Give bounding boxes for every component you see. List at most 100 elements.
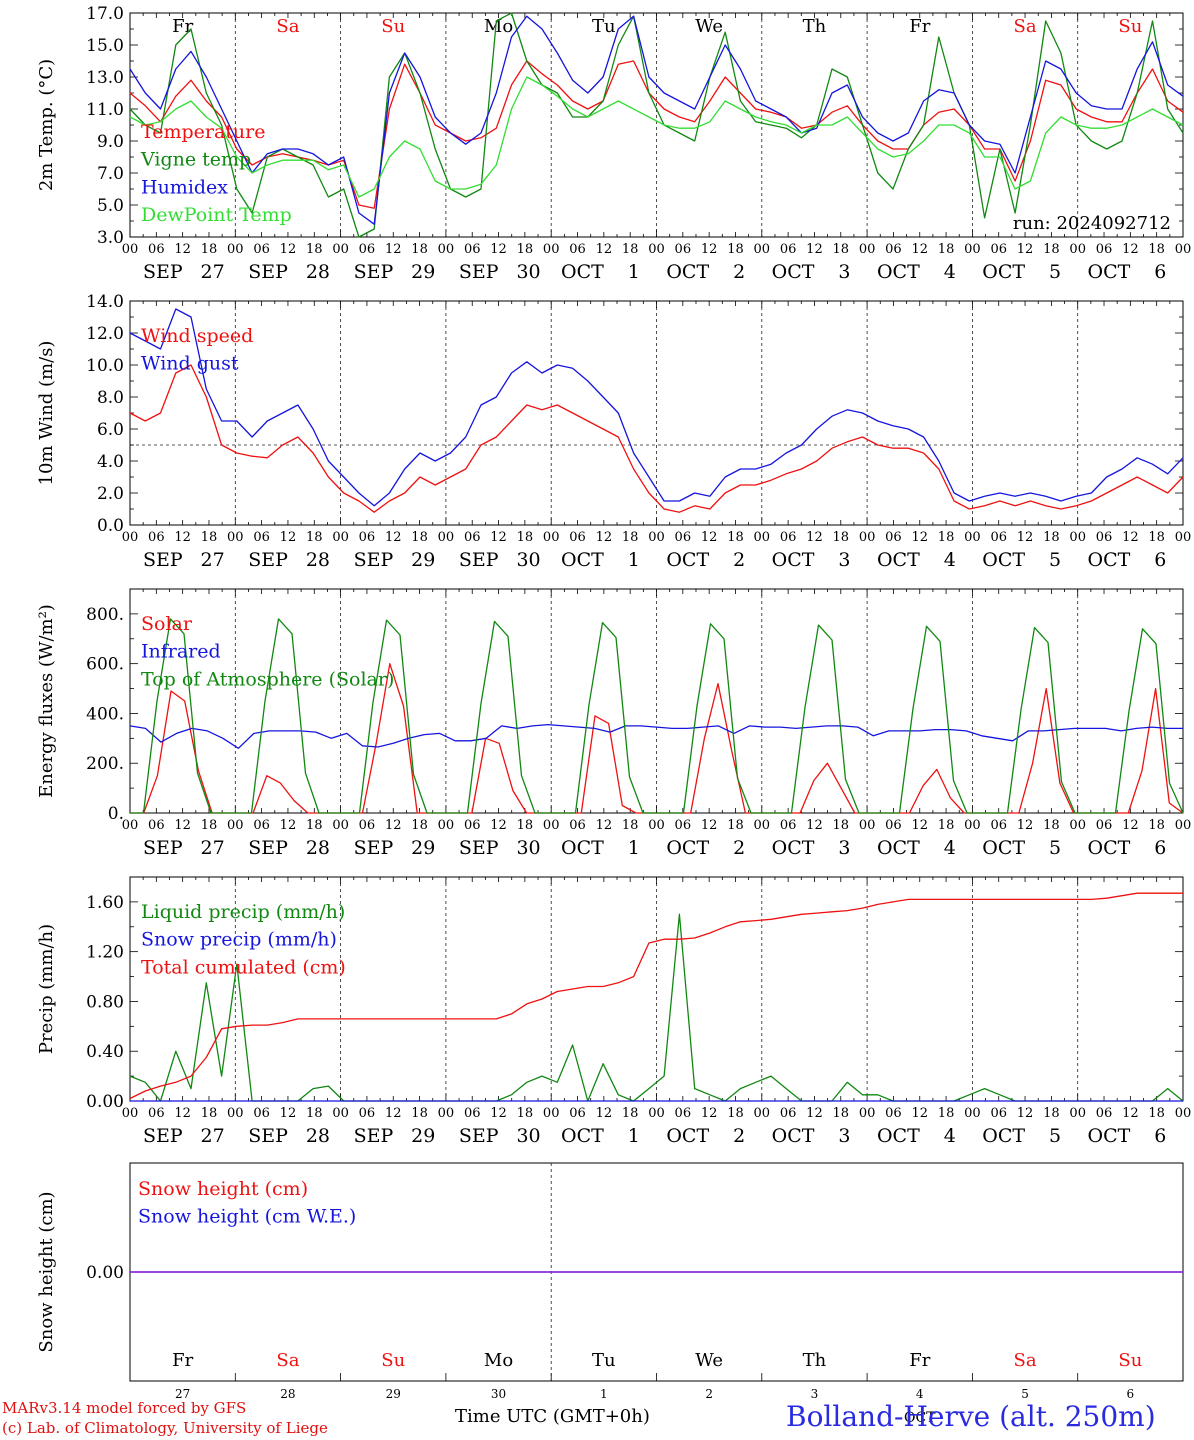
hour-tick-label: 00 bbox=[122, 242, 139, 257]
y-axis-label: 2m Temp. (°C) bbox=[36, 59, 57, 191]
day-abbr: Su bbox=[381, 16, 405, 37]
date-day-label: 2 bbox=[733, 261, 745, 283]
hour-tick-label: 00 bbox=[648, 242, 665, 257]
date-day-label: 30 bbox=[516, 837, 540, 859]
date-month-label: SEP bbox=[248, 1125, 288, 1147]
y-tick-label: 400. bbox=[86, 704, 124, 724]
date-day-label: 1 bbox=[628, 837, 640, 859]
day-abbr: Su bbox=[1118, 1350, 1142, 1371]
date-month-label: OCT bbox=[982, 549, 1025, 571]
date-day-label: 1 bbox=[628, 1125, 640, 1147]
hour-tick-label: 06 bbox=[359, 818, 376, 833]
hour-tick-label: 06 bbox=[148, 242, 165, 257]
hour-tick-label: 12 bbox=[596, 1106, 613, 1121]
day-abbr: We bbox=[695, 1350, 723, 1371]
date-month-label: OCT bbox=[877, 261, 920, 283]
hour-tick-label: 18 bbox=[201, 818, 218, 833]
hour-tick-label: 06 bbox=[990, 530, 1007, 545]
hour-tick-label: 06 bbox=[780, 818, 797, 833]
hour-tick-label: 06 bbox=[569, 1106, 586, 1121]
y-tick-label: 15.0 bbox=[86, 36, 124, 56]
y-tick-label: 12.0 bbox=[86, 324, 124, 344]
date-day-label: 28 bbox=[306, 1125, 330, 1147]
hour-tick-label: 06 bbox=[569, 530, 586, 545]
hour-tick-label: 00 bbox=[648, 818, 665, 833]
hour-tick-label: 18 bbox=[938, 242, 955, 257]
hour-tick-label: 18 bbox=[938, 1106, 955, 1121]
hour-tick-label: 12 bbox=[806, 530, 823, 545]
hour-tick-label: 06 bbox=[675, 530, 692, 545]
y-tick-label: 0.00 bbox=[86, 1092, 124, 1112]
date-day-label: 2 bbox=[733, 1125, 745, 1147]
hour-tick-label: 00 bbox=[438, 1106, 455, 1121]
hour-tick-label: 00 bbox=[964, 1106, 981, 1121]
hour-tick-label: 18 bbox=[622, 1106, 639, 1121]
date-month-label: OCT bbox=[1088, 837, 1131, 859]
hour-tick-label: 00 bbox=[332, 818, 349, 833]
hour-tick-label: 00 bbox=[332, 530, 349, 545]
date-month-label: SEP bbox=[354, 837, 394, 859]
hour-tick-label: 06 bbox=[675, 818, 692, 833]
date-month-label: OCT bbox=[877, 837, 920, 859]
hour-tick-label: 00 bbox=[227, 818, 244, 833]
hour-tick-label: 18 bbox=[201, 1106, 218, 1121]
date-day-label: 3 bbox=[838, 261, 850, 283]
hour-tick-label: 00 bbox=[1069, 242, 1086, 257]
date-day-label: 29 bbox=[411, 549, 435, 571]
hour-tick-label: 18 bbox=[1043, 242, 1060, 257]
day-abbr: Mo bbox=[484, 16, 513, 37]
series-temperature-line bbox=[129, 60, 1184, 209]
date-month-label: OCT bbox=[982, 261, 1025, 283]
date-month-label: SEP bbox=[248, 549, 288, 571]
hour-tick-label: 06 bbox=[253, 242, 270, 257]
hour-tick-label: 06 bbox=[675, 242, 692, 257]
hour-tick-label: 12 bbox=[280, 530, 297, 545]
hour-tick-label: 12 bbox=[1017, 530, 1034, 545]
date-day-label: 6 bbox=[1154, 1125, 1166, 1147]
date-day-label: 27 bbox=[201, 837, 225, 859]
hour-tick-label: 06 bbox=[885, 818, 902, 833]
hour-tick-label: 12 bbox=[701, 1106, 718, 1121]
hour-tick-label: 18 bbox=[727, 1106, 744, 1121]
y-tick-label: 9.0 bbox=[97, 132, 124, 152]
date-month-label: OCT bbox=[561, 1125, 604, 1147]
date-day-label: 29 bbox=[411, 261, 435, 283]
date-month-label: OCT bbox=[666, 1125, 709, 1147]
hour-tick-label: 18 bbox=[938, 818, 955, 833]
day-abbr: We bbox=[695, 16, 723, 37]
date-day-label: 3 bbox=[811, 1387, 819, 1401]
hour-tick-label: 18 bbox=[1148, 818, 1165, 833]
day-abbr: Tu bbox=[592, 16, 616, 37]
date-day-label: 5 bbox=[1049, 837, 1061, 859]
date-day-label: 28 bbox=[280, 1387, 295, 1401]
legend-entry: Total cumulated (cm) bbox=[141, 956, 346, 978]
hour-tick-label: 12 bbox=[174, 818, 191, 833]
day-abbr: Fr bbox=[172, 1350, 193, 1371]
day-abbr: Th bbox=[803, 16, 827, 37]
hour-tick-label: 06 bbox=[885, 530, 902, 545]
date-day-label: 29 bbox=[411, 1125, 435, 1147]
hour-tick-label: 12 bbox=[911, 1106, 928, 1121]
date-month-label: OCT bbox=[1088, 261, 1131, 283]
date-day-label: 1 bbox=[600, 1387, 608, 1401]
hour-tick-label: 18 bbox=[622, 530, 639, 545]
hour-tick-label: 12 bbox=[385, 242, 402, 257]
y-tick-label: 8.0 bbox=[97, 388, 124, 408]
series-liquid-precip-mm-h-line bbox=[129, 913, 1184, 1102]
model-credit: MARv3.14 model forced by GFS bbox=[2, 1399, 247, 1417]
y-tick-label: 7.0 bbox=[97, 164, 124, 184]
hour-tick-label: 00 bbox=[859, 242, 876, 257]
y-tick-label: 17.0 bbox=[86, 4, 124, 24]
hour-tick-label: 00 bbox=[964, 530, 981, 545]
hour-tick-label: 06 bbox=[569, 242, 586, 257]
hour-tick-label: 18 bbox=[1148, 1106, 1165, 1121]
hour-tick-label: 00 bbox=[438, 242, 455, 257]
date-day-label: 3 bbox=[838, 549, 850, 571]
month-label: OCT bbox=[904, 1410, 936, 1426]
hour-tick-label: 06 bbox=[885, 1106, 902, 1121]
hour-tick-label: 18 bbox=[411, 242, 428, 257]
date-day-label: 27 bbox=[201, 549, 225, 571]
hour-tick-label: 06 bbox=[675, 1106, 692, 1121]
date-day-label: 3 bbox=[838, 1125, 850, 1147]
